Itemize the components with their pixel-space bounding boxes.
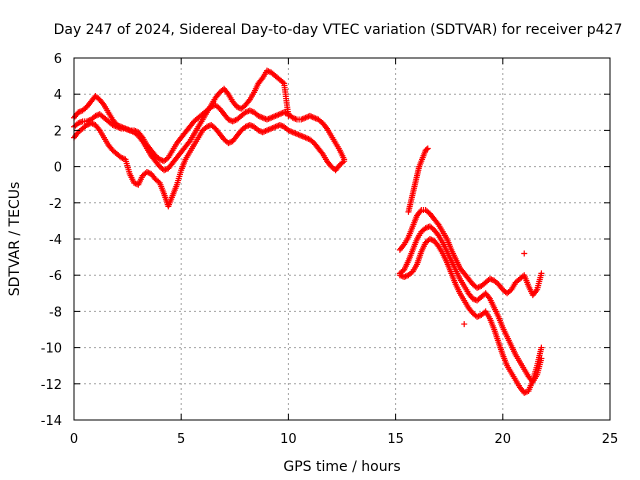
y-axis-label: SDTVAR / TECUs <box>7 182 23 297</box>
chart-title: Day 247 of 2024, Sidereal Day-to-day VTE… <box>54 22 623 38</box>
data-point <box>138 133 145 140</box>
data-point <box>434 241 441 248</box>
x-tick-label: 0 <box>70 432 78 447</box>
data-point <box>417 208 424 215</box>
data-point <box>224 89 231 96</box>
y-tick-label: -12 <box>41 378 62 393</box>
data-point <box>485 294 492 301</box>
y-tick-label: -8 <box>49 305 62 320</box>
y-tick-label: -2 <box>49 197 62 212</box>
data-point <box>461 321 468 328</box>
y-tick-label: 4 <box>54 88 62 103</box>
data-point <box>400 242 407 249</box>
series-points <box>461 250 528 328</box>
series-points <box>71 120 348 210</box>
x-tick-label: 10 <box>280 432 297 447</box>
data-points <box>71 67 545 396</box>
series-points <box>405 145 431 215</box>
data-point <box>99 100 106 107</box>
x-tick-label: 15 <box>387 432 404 447</box>
data-point <box>434 220 441 227</box>
data-point <box>538 344 545 351</box>
data-point <box>533 288 540 295</box>
x-tick-label: 20 <box>495 432 512 447</box>
grid <box>74 58 610 420</box>
data-point <box>245 97 252 104</box>
y-tick-label: 0 <box>54 161 62 176</box>
data-point <box>424 145 431 152</box>
data-point <box>318 149 325 156</box>
data-point <box>322 124 329 131</box>
data-point <box>185 139 192 146</box>
data-point <box>95 126 102 133</box>
data-point <box>341 158 348 165</box>
data-point <box>258 76 265 83</box>
data-point <box>538 270 545 277</box>
series-points <box>396 223 545 385</box>
x-tick-label: 5 <box>177 432 185 447</box>
y-tick-label: -10 <box>41 342 62 357</box>
series-points <box>396 236 545 396</box>
y-tick-label: -6 <box>49 269 62 284</box>
x-axis-label: GPS time / hours <box>283 459 400 475</box>
y-tick-label: 6 <box>54 52 62 67</box>
data-point <box>423 146 430 153</box>
y-tick-label: 2 <box>54 124 62 139</box>
y-tick-label: -14 <box>41 414 62 429</box>
x-tick-label: 25 <box>602 432 619 447</box>
data-point <box>521 250 528 257</box>
y-tick-label: -4 <box>49 233 62 248</box>
axis-ticks: 0 5 10 15 20 25 -14 -12 -10 -8 -6 -4 -2 0 2 4 6 <box>41 52 619 447</box>
series-points <box>396 207 545 299</box>
data-point <box>434 231 441 238</box>
